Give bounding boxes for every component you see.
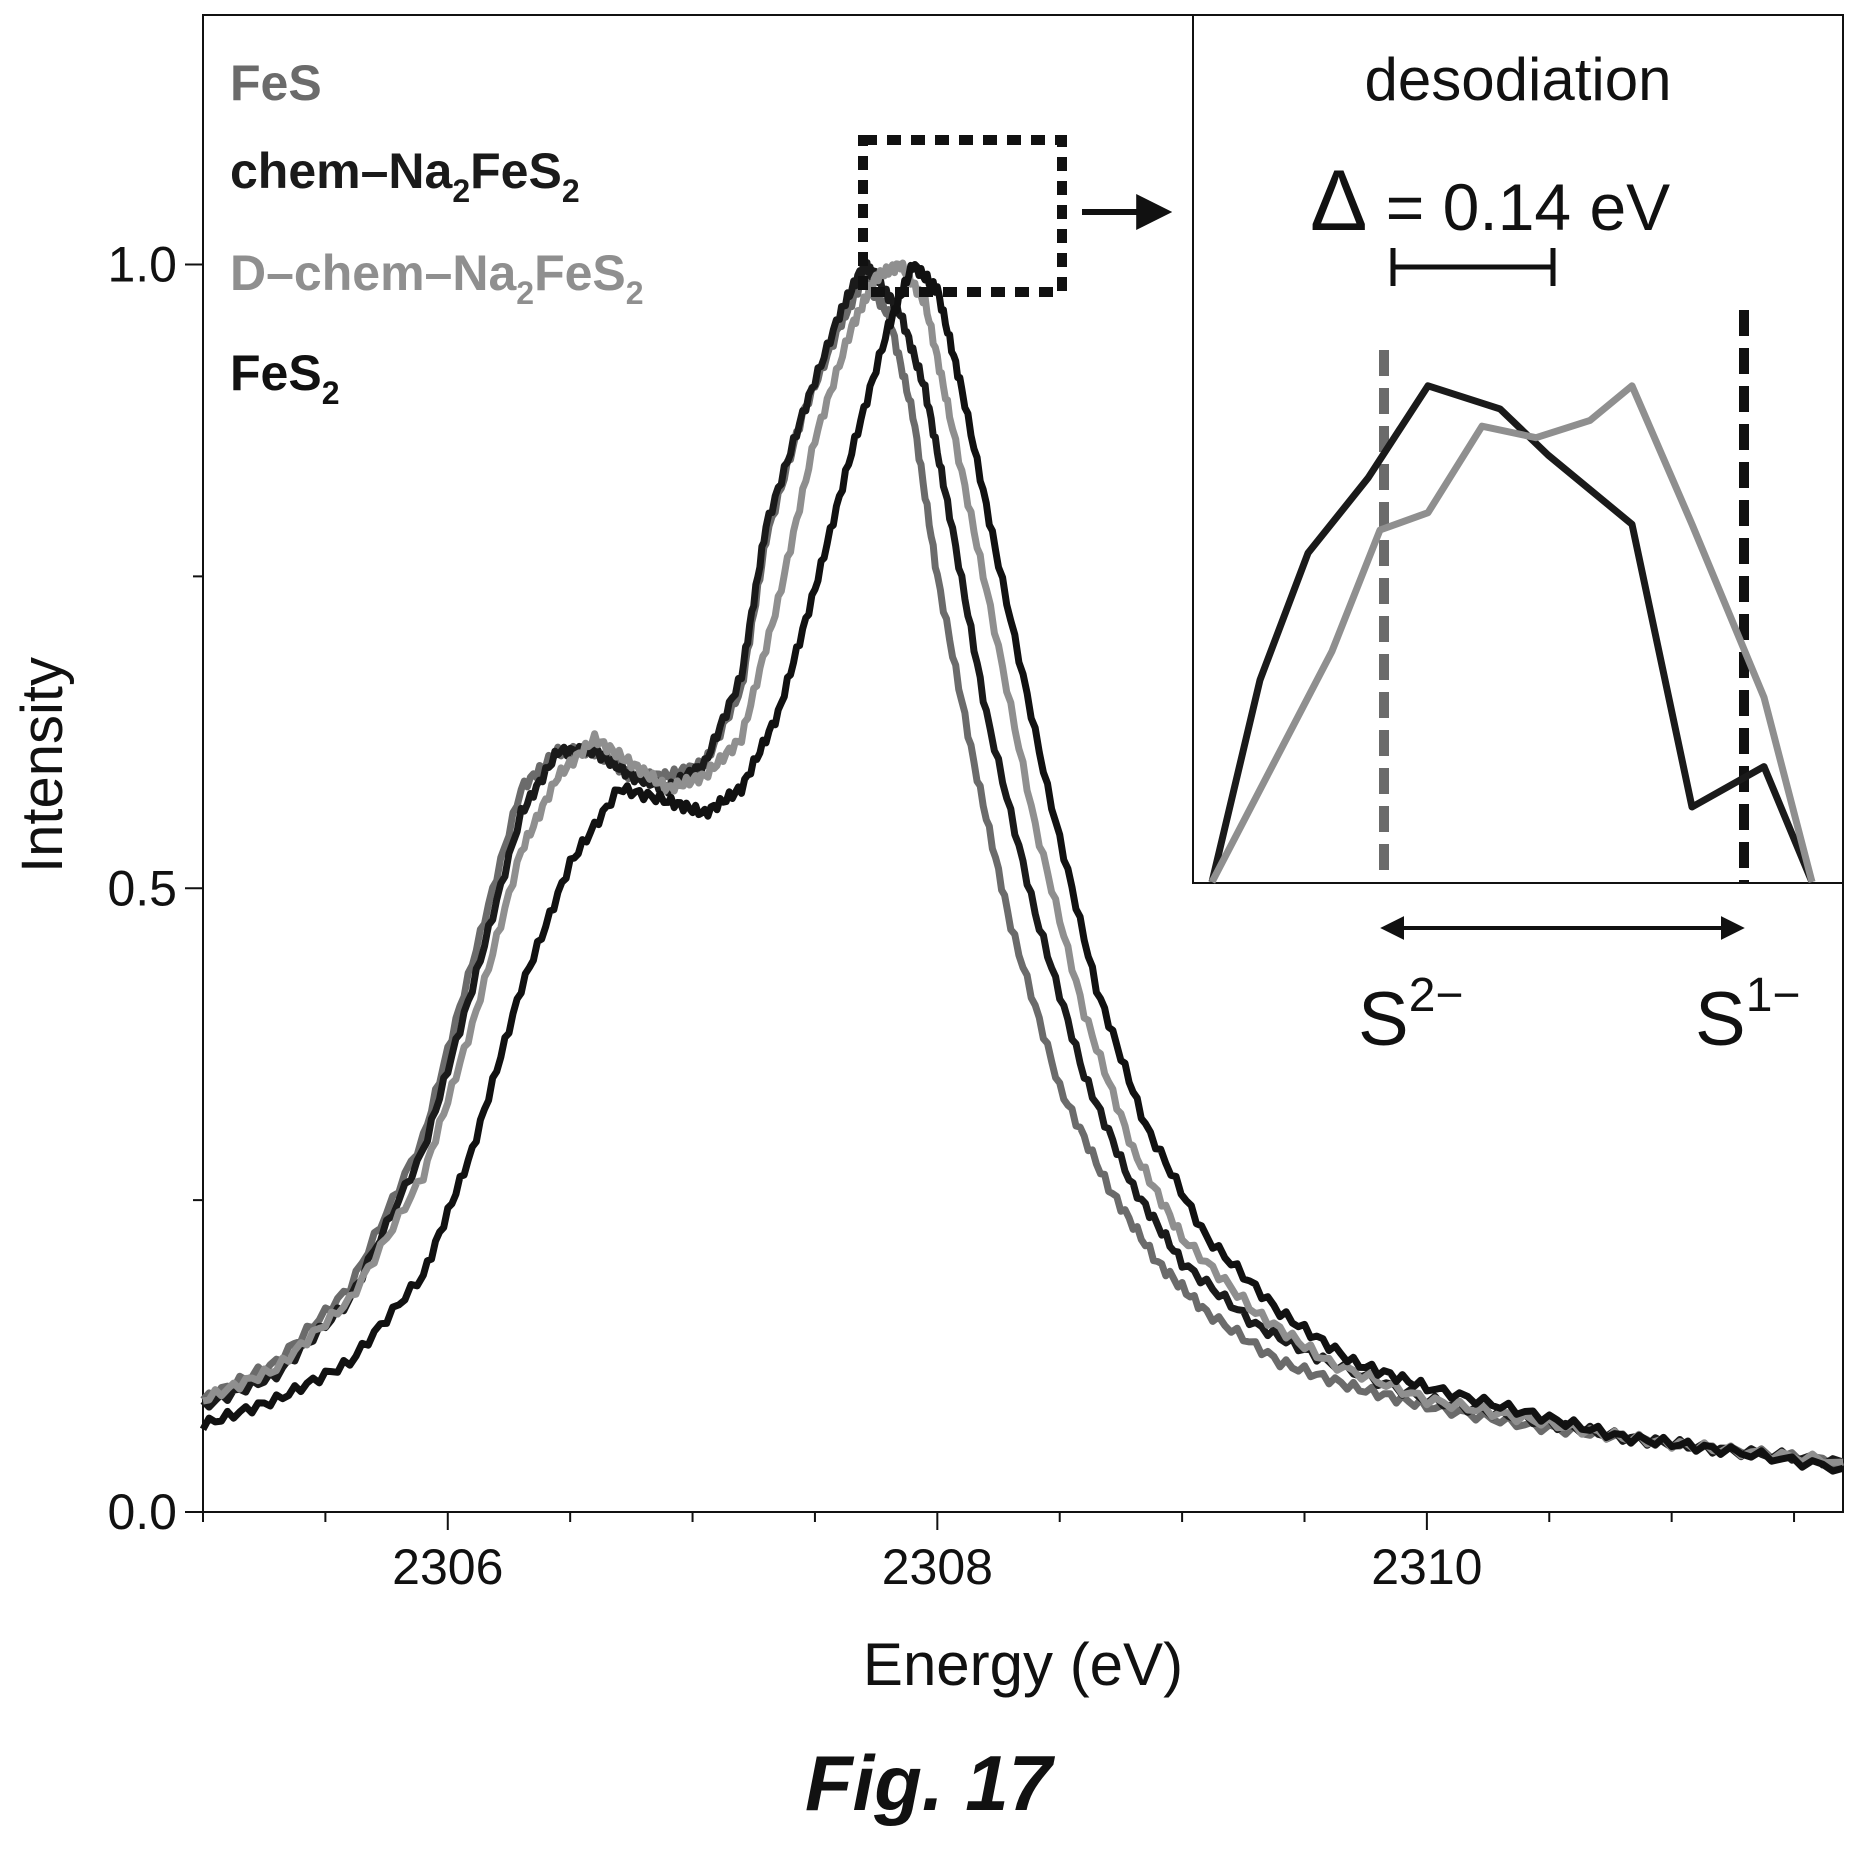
inset-series-line-1 xyxy=(1208,382,1816,884)
y-tick-label: 0.5 xyxy=(107,860,177,916)
inset-frame xyxy=(1192,14,1844,884)
zoom-region-box xyxy=(858,135,1067,297)
inset-series-line-0 xyxy=(1208,382,1816,884)
inset-panel: desodiation Δ = 0.14 eV xyxy=(1192,14,1844,884)
x-tick-label: 2308 xyxy=(882,1539,993,1595)
s1-label: S1− xyxy=(1695,969,1800,1062)
legend: FeS chem–Na2FeS2 D–chem–Na2FeS2 FeS2 xyxy=(230,55,644,411)
inset-delta-label: Δ = 0.14 eV xyxy=(1310,153,1670,249)
x-axis-ticks: 2306 2308 2310 xyxy=(202,1512,1796,1595)
figure-caption: Fig. 17 xyxy=(804,1739,1053,1827)
legend-entry-d-chem-na2fes2: D–chem–Na2FeS2 xyxy=(230,245,644,311)
legend-entry-chem-na2fes2: chem–Na2FeS2 xyxy=(230,143,580,209)
s2-label: S2− xyxy=(1358,969,1463,1062)
x-tick-label: 2306 xyxy=(392,1539,503,1595)
legend-entry-fes: FeS xyxy=(230,55,322,111)
legend-entry-fes2: FeS2 xyxy=(230,345,340,411)
x-axis-label: Energy (eV) xyxy=(863,1631,1183,1698)
y-tick-label: 1.0 xyxy=(107,237,177,293)
y-tick-label: 0.0 xyxy=(107,1484,177,1540)
series-line-1 xyxy=(200,256,1845,1469)
inset-title: desodiation xyxy=(1365,46,1672,113)
y-axis-ticks: 0.0 0.5 1.0 xyxy=(107,237,203,1540)
y-axis-label: Intensity xyxy=(10,657,75,873)
x-tick-label: 2310 xyxy=(1371,1539,1482,1595)
inset-series-group xyxy=(1208,382,1816,884)
series-line-2 xyxy=(202,259,1844,1467)
